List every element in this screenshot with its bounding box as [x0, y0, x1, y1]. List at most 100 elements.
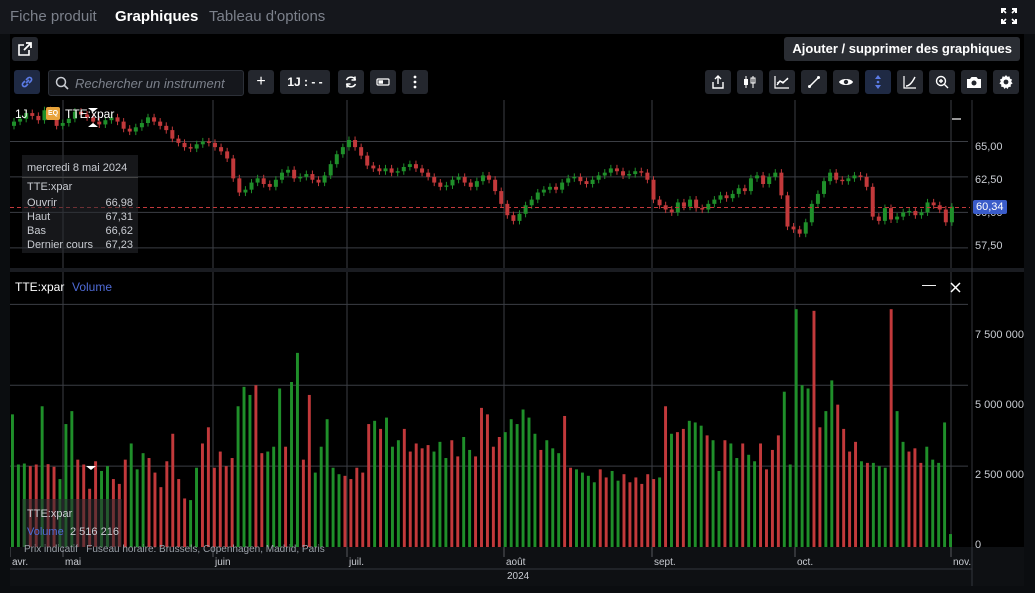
volume-tooltip-label: Volume: [27, 526, 64, 538]
price-candle: [176, 135, 181, 147]
price-candle: [608, 164, 613, 177]
draw-line-button[interactable]: [801, 70, 827, 94]
volume-bar: [444, 458, 448, 547]
price-candle: [255, 174, 260, 187]
price-candle: [901, 208, 906, 221]
volume-bar: [474, 456, 478, 547]
price-candle: [852, 171, 857, 182]
volume-bar: [16, 464, 20, 547]
trend-line-icon: [808, 76, 820, 88]
stock-chart[interactable]: [9, 100, 1024, 586]
volume-bar: [438, 441, 442, 547]
close-icon[interactable]: [950, 282, 961, 293]
volume-tick-3: 2 500 000: [975, 469, 1024, 481]
more-options-button[interactable]: [402, 70, 428, 94]
month-label-juin: juin: [215, 557, 231, 568]
zoom-button[interactable]: [929, 70, 955, 94]
volume-bar: [171, 433, 175, 547]
volume-bar: [717, 470, 721, 547]
price-candle: [736, 184, 741, 198]
price-candle: [596, 171, 601, 184]
screenshot-button[interactable]: [961, 70, 987, 94]
price-candle: [663, 201, 668, 214]
volume-bar: [586, 475, 590, 547]
add-remove-charts-button[interactable]: Ajouter / supprimer des graphiques: [784, 37, 1020, 61]
tooltip-label-low: Bas: [27, 225, 46, 237]
price-candle: [523, 201, 528, 218]
price-candle: [164, 122, 169, 134]
chart-area[interactable]: 1J EQ TTE:xpar mercredi 8 mai 2024 TTE:x…: [9, 100, 1024, 586]
volume-bar: [515, 424, 519, 547]
price-candle: [785, 191, 790, 231]
popout-button[interactable]: [12, 37, 38, 61]
volume-bar: [913, 448, 917, 547]
crosshair-button[interactable]: [865, 70, 891, 94]
link-button[interactable]: [14, 70, 40, 94]
volume-bar: [408, 451, 412, 547]
price-candle: [487, 171, 492, 184]
volume-bar: [575, 469, 578, 547]
price-candle: [846, 174, 851, 185]
share-button[interactable]: [705, 70, 731, 94]
price-candle: [103, 116, 108, 128]
price-candle: [815, 190, 820, 208]
volume-bar: [806, 388, 810, 547]
price-candle: [779, 169, 784, 199]
tooltip-date: mercredi 8 mai 2024: [27, 162, 128, 174]
volume-bar: [420, 448, 424, 547]
price-marker-icon: [88, 108, 98, 127]
minimize-pane-button[interactable]: —: [922, 276, 936, 292]
price-candle: [212, 139, 217, 151]
volume-tooltip: TTE:xpar Volume 2 516 216: [22, 499, 122, 547]
indicators-icon: [774, 76, 789, 89]
tab-graphiques[interactable]: Graphiques: [115, 8, 199, 25]
period-selector[interactable]: 1J : - -: [280, 70, 330, 94]
price-candle: [365, 152, 370, 170]
tab-fiche-produit[interactable]: Fiche produit: [10, 8, 97, 25]
volume-bar: [693, 422, 697, 547]
price-candle: [730, 190, 735, 202]
refresh-button[interactable]: [338, 70, 364, 94]
price-candle: [85, 110, 90, 121]
price-candle: [541, 186, 546, 197]
volume-bar: [610, 470, 614, 547]
month-label-avr: avr.: [12, 557, 29, 568]
volume-bar: [895, 411, 899, 547]
tooltip-value-open: 66,98: [105, 197, 133, 209]
volume-bar: [278, 388, 282, 547]
tab-tableau-options[interactable]: Tableau d'options: [209, 8, 326, 25]
instrument-search[interactable]: [48, 70, 244, 96]
visibility-button[interactable]: [833, 70, 859, 94]
volume-bar: [943, 422, 947, 547]
volume-bar: [842, 428, 846, 547]
volume-bar: [580, 472, 584, 547]
volume-bar: [592, 482, 596, 547]
curve-button[interactable]: [897, 70, 923, 94]
chart-header: Ajouter / supprimer des graphiques: [10, 34, 1024, 64]
fullscreen-icon[interactable]: [1001, 8, 1017, 24]
volume-bar: [598, 469, 602, 547]
volume-bar: [70, 411, 74, 547]
price-candle: [724, 191, 729, 202]
price-candle: [828, 169, 833, 185]
volume-bar: [836, 404, 840, 547]
price-candle: [231, 154, 236, 182]
volume-bar: [545, 440, 549, 547]
indicators-button[interactable]: [769, 70, 795, 94]
search-icon: [55, 76, 69, 90]
volume-bar: [266, 451, 270, 547]
price-candle: [36, 112, 41, 124]
candlestick-type-button[interactable]: [737, 70, 763, 94]
month-label-oct: oct.: [797, 557, 814, 568]
add-instrument-button[interactable]: +: [248, 70, 274, 94]
price-candle: [645, 169, 650, 184]
volume-bar: [40, 406, 44, 547]
search-input[interactable]: [73, 73, 241, 93]
settings-button[interactable]: [993, 70, 1019, 94]
volume-bar: [462, 437, 466, 547]
price-candle: [219, 143, 224, 155]
price-candle: [383, 164, 388, 175]
chart-style-button[interactable]: [370, 70, 396, 94]
pane-separator[interactable]: [10, 268, 1024, 272]
volume-bar: [200, 443, 204, 547]
